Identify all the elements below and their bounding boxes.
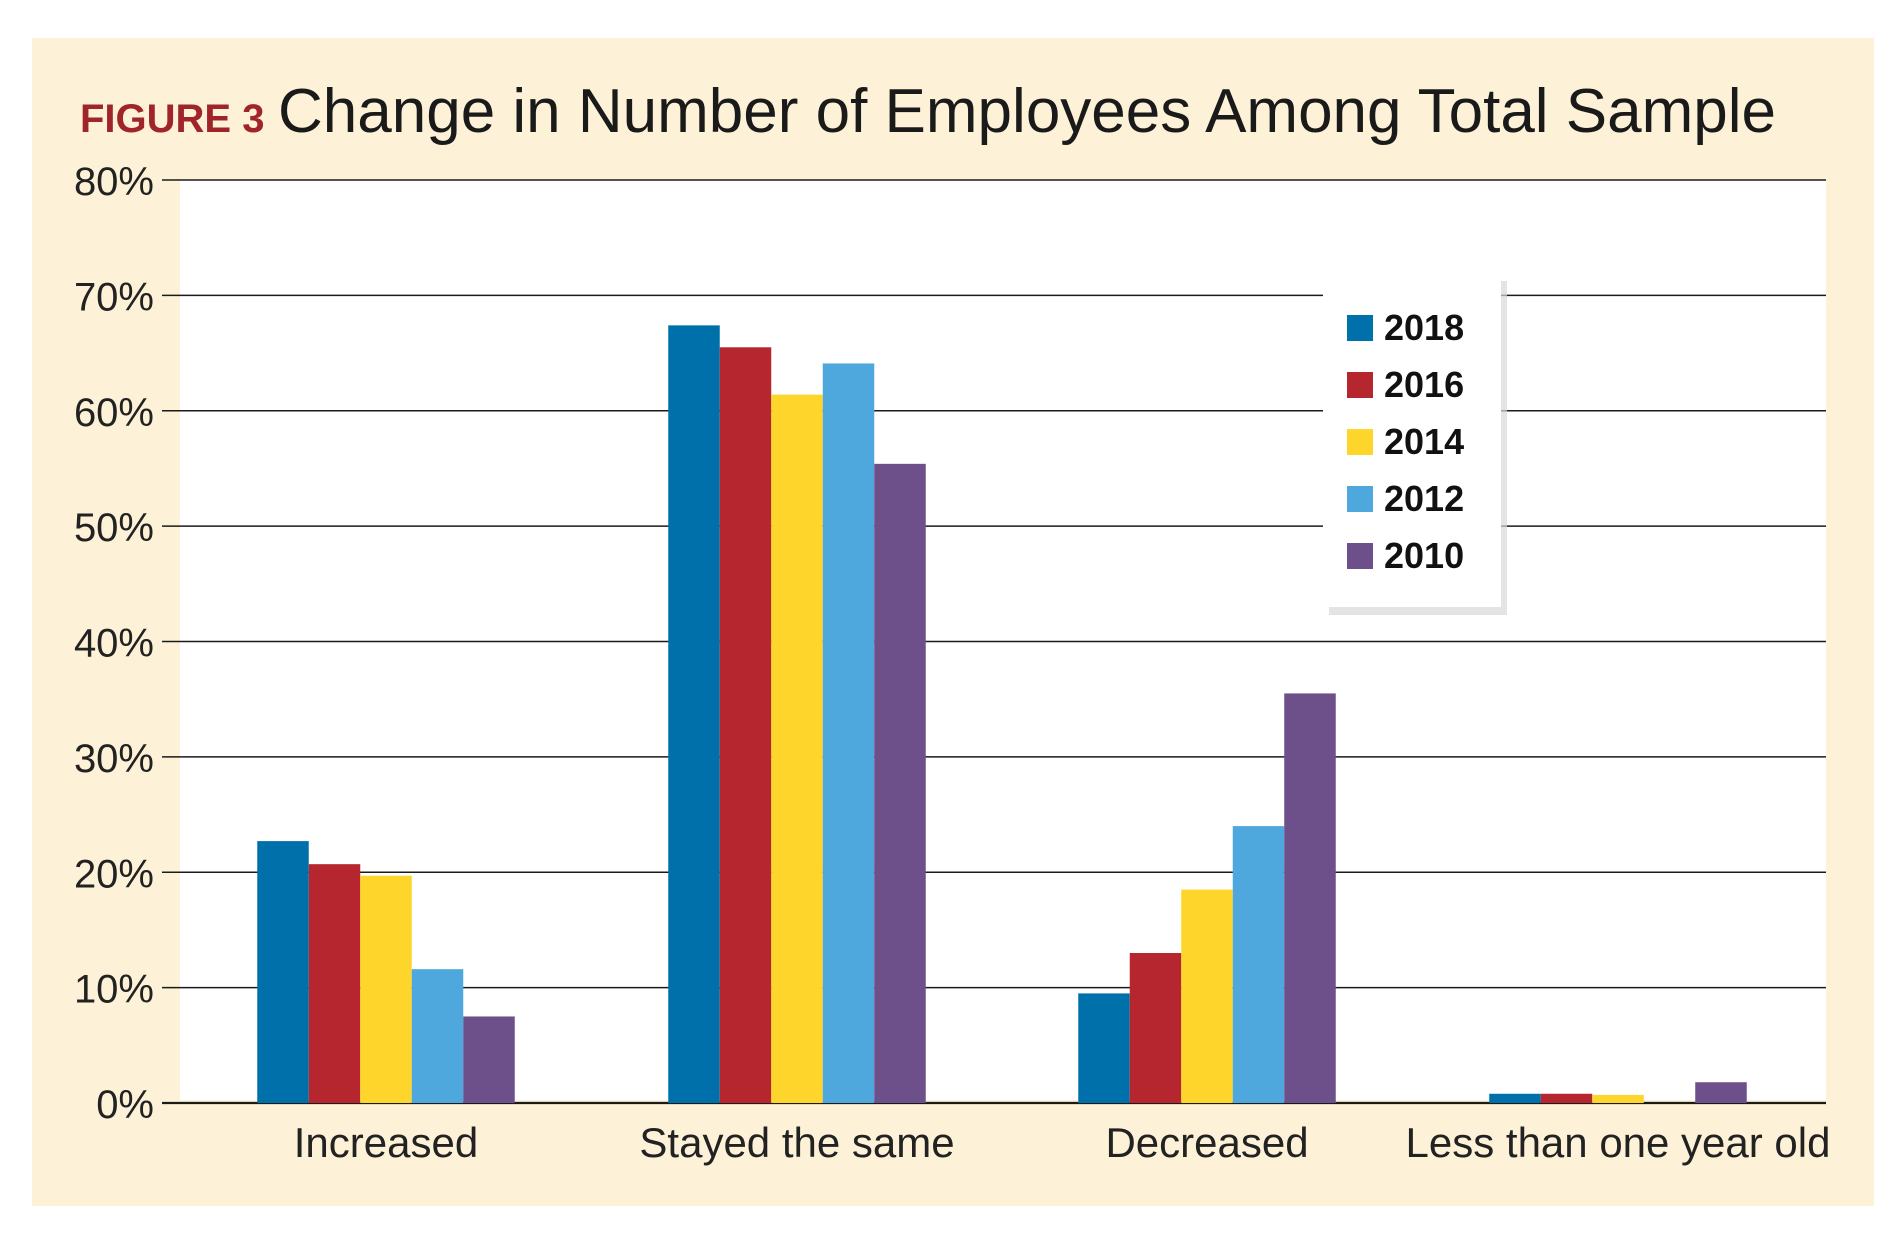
figure-label: FIGURE 3 — [80, 97, 264, 141]
y-tick-label: 70% — [74, 275, 154, 319]
chart-title: Change in Number of Employees Among Tota… — [278, 77, 1776, 146]
bar-2010-3 — [1284, 693, 1336, 1103]
y-tick-label: 40% — [74, 622, 154, 666]
legend-label-2016: 2016 — [1384, 364, 1464, 405]
legend-swatch-2010 — [1347, 543, 1373, 569]
bar-2014-2 — [771, 394, 823, 1103]
legend-items: 2018 2016 2014 2012 2010 — [1347, 307, 1464, 576]
y-tick-label: 30% — [74, 737, 154, 781]
bar-2012-2 — [822, 363, 875, 1103]
x-category-label: Less than one year old — [1406, 1119, 1831, 1166]
bar-2018-3 — [1078, 993, 1130, 1103]
bar-2016-2 — [719, 347, 772, 1103]
legend: 2018 2016 2014 2012 2010 — [1323, 273, 1507, 615]
x-axis-categories: Increased Stayed the same Decreased Less th… — [294, 1119, 1831, 1166]
bars — [257, 325, 1747, 1103]
y-tick-label: 50% — [74, 506, 154, 550]
y-axis-ticks: 0% 10% 20% 30% 40% 50% 60% 70% 80% — [74, 160, 154, 1127]
bar-2016-1 — [308, 864, 361, 1103]
y-tick-label: 10% — [74, 968, 154, 1012]
legend-label-2010: 2010 — [1384, 535, 1464, 576]
bar-2014-4 — [1592, 1094, 1644, 1103]
bar-2014-3 — [1181, 889, 1233, 1103]
legend-swatch-2018 — [1347, 315, 1373, 341]
bar-2018-4 — [1489, 1093, 1541, 1103]
legend-swatch-2014 — [1347, 429, 1373, 455]
y-tick-label: 0% — [96, 1083, 154, 1127]
bar-2010-2 — [874, 463, 926, 1103]
bar-2010-1 — [463, 1016, 515, 1103]
legend-swatch-2016 — [1347, 372, 1373, 398]
y-tick-label: 80% — [74, 160, 154, 204]
y-tick-label: 20% — [74, 852, 154, 896]
legend-swatch-2012 — [1347, 486, 1373, 512]
bar-2014-1 — [360, 875, 412, 1103]
x-category-label: Increased — [294, 1119, 478, 1166]
legend-label-2012: 2012 — [1384, 478, 1464, 519]
x-category-label: Stayed the same — [639, 1119, 954, 1166]
bar-2012-3 — [1232, 826, 1285, 1103]
bar-2012-1 — [411, 969, 464, 1103]
bar-2016-3 — [1129, 953, 1182, 1103]
legend-label-2018: 2018 — [1384, 307, 1464, 348]
bar-2018-2 — [668, 325, 720, 1103]
legend-label-2014: 2014 — [1384, 421, 1464, 462]
bar-2016-4 — [1540, 1093, 1593, 1103]
x-category-label: Decreased — [1105, 1119, 1308, 1166]
bar-2018-1 — [257, 841, 309, 1103]
y-tick-label: 60% — [74, 391, 154, 435]
plot-area — [180, 180, 1826, 1100]
bar-2010-4 — [1695, 1082, 1747, 1103]
